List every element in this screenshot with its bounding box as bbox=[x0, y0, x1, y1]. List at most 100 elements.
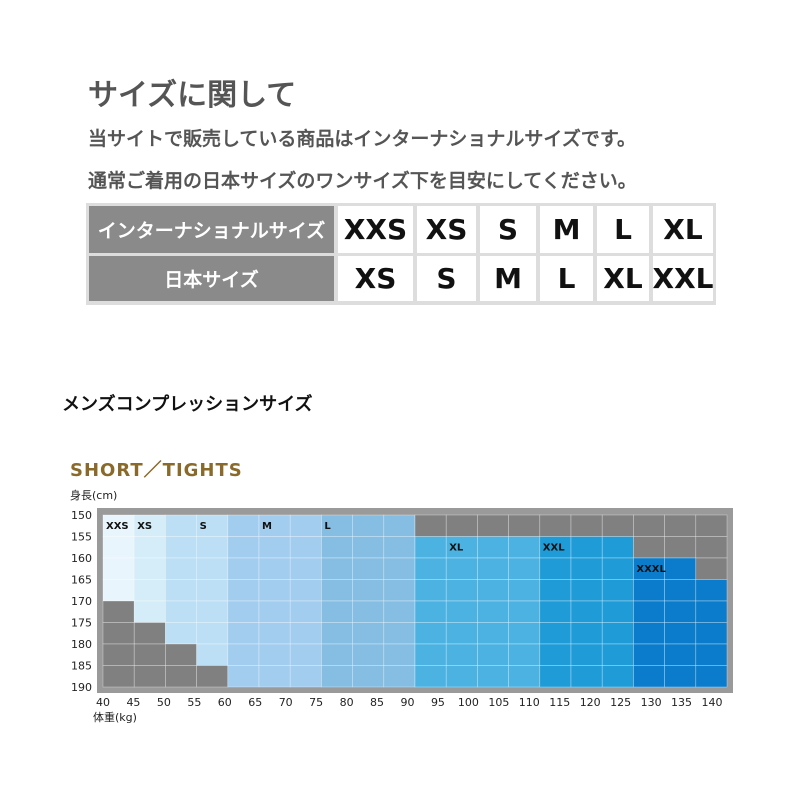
grid-cell bbox=[383, 665, 416, 688]
grid-cell bbox=[352, 643, 385, 666]
note-line: 当サイトで販売している商品はインターナショナルサイズです。 bbox=[88, 128, 636, 150]
grid-cell bbox=[196, 557, 229, 580]
grid-cell bbox=[383, 643, 416, 666]
size-label: XXXL bbox=[636, 564, 666, 575]
grid-cell bbox=[383, 579, 416, 602]
grid-cell bbox=[601, 536, 634, 559]
grid-cell bbox=[258, 665, 291, 688]
grid-cell bbox=[321, 557, 353, 580]
y-tick-label: 155 bbox=[71, 531, 92, 544]
grid-cell bbox=[227, 643, 260, 666]
grid-cell bbox=[695, 622, 728, 645]
grid-cell bbox=[601, 665, 634, 688]
grid-cell bbox=[352, 622, 385, 645]
grid-cell bbox=[196, 536, 229, 559]
grid-cell bbox=[165, 643, 197, 666]
grid-cell bbox=[227, 579, 260, 602]
size-label: XXS bbox=[106, 521, 129, 532]
x-tick-label: 55 bbox=[187, 696, 201, 709]
grid-cell bbox=[133, 579, 166, 602]
y-tick-label: 190 bbox=[71, 681, 92, 694]
size-cell: S bbox=[480, 206, 536, 253]
grid-cell bbox=[445, 622, 478, 645]
y-tick-label: 185 bbox=[71, 660, 92, 673]
grid-cell bbox=[227, 600, 260, 623]
grid-cell bbox=[258, 579, 291, 602]
grid-cell bbox=[321, 622, 353, 645]
x-tick-label: 100 bbox=[458, 696, 479, 709]
grid-cell bbox=[102, 514, 135, 537]
grid-cell bbox=[102, 665, 135, 688]
grid-cell bbox=[102, 622, 135, 645]
grid-cell bbox=[289, 643, 322, 666]
grid-cell bbox=[196, 514, 229, 537]
grid-cell bbox=[165, 622, 197, 645]
grid-frame bbox=[97, 508, 733, 693]
grid-cell bbox=[633, 536, 665, 559]
grid-cell bbox=[289, 600, 322, 623]
size-cell: XS bbox=[338, 256, 413, 301]
grid-cell bbox=[227, 514, 260, 537]
size-label: XS bbox=[137, 521, 152, 532]
grid-cell bbox=[352, 600, 385, 623]
grid-cell bbox=[477, 600, 509, 623]
title: サイズに関して bbox=[88, 78, 297, 113]
grid-cell bbox=[695, 557, 728, 580]
grid-cell bbox=[383, 514, 416, 537]
grid-cell bbox=[664, 665, 697, 688]
grid-cell bbox=[445, 557, 478, 580]
grid-cell bbox=[227, 536, 260, 559]
grid-cell bbox=[570, 643, 603, 666]
grid-cell bbox=[570, 600, 603, 623]
grid-cell bbox=[539, 665, 572, 688]
grid-cell bbox=[102, 557, 135, 580]
grid-cell bbox=[196, 579, 229, 602]
x-tick-label: 75 bbox=[309, 696, 323, 709]
grid-cell bbox=[664, 622, 697, 645]
grid-cell bbox=[477, 514, 509, 537]
grid-cell bbox=[133, 622, 166, 645]
size-label: S bbox=[200, 521, 207, 532]
grid-cell bbox=[102, 579, 135, 602]
x-tick-label: 125 bbox=[610, 696, 631, 709]
grid-cell bbox=[321, 536, 353, 559]
grid-cell bbox=[289, 557, 322, 580]
size-cell: L bbox=[540, 256, 593, 301]
grid-cell bbox=[570, 536, 603, 559]
grid-cell bbox=[321, 514, 353, 537]
size-cell: L bbox=[597, 206, 649, 253]
grid-cell bbox=[570, 514, 603, 537]
grid-cell bbox=[383, 600, 416, 623]
x-tick-label: 110 bbox=[519, 696, 540, 709]
grid-cell bbox=[508, 665, 541, 688]
grid-cell bbox=[633, 557, 665, 580]
x-tick-label: 45 bbox=[126, 696, 140, 709]
size-cell: XXL bbox=[652, 256, 714, 301]
grid-cell bbox=[289, 579, 322, 602]
grid-cell bbox=[196, 600, 229, 623]
grid-cell bbox=[258, 536, 291, 559]
grid-cell bbox=[383, 536, 416, 559]
y-axis-label: 身長(cm) bbox=[70, 488, 117, 502]
grid-cell bbox=[633, 622, 665, 645]
grid-cell bbox=[133, 514, 166, 537]
grid-cell bbox=[570, 557, 603, 580]
grid-cell bbox=[664, 600, 697, 623]
grid-cell bbox=[664, 514, 697, 537]
grid-cell bbox=[664, 557, 697, 580]
size-table: インターナショナルサイズ XXS XS S M L XL 日本サイズ XS S M L XL XXL bbox=[86, 203, 716, 305]
grid-cell bbox=[102, 536, 135, 559]
grid-cell bbox=[601, 600, 634, 623]
grid-cell bbox=[601, 579, 634, 602]
grid-cell bbox=[165, 600, 197, 623]
grid-cell bbox=[196, 665, 229, 688]
x-tick-label: 65 bbox=[248, 696, 262, 709]
grid-cell bbox=[508, 600, 541, 623]
grid-cell bbox=[102, 600, 135, 623]
grid-cell bbox=[539, 536, 572, 559]
grid-cell bbox=[289, 622, 322, 645]
grid-cell bbox=[508, 536, 541, 559]
size-label: XXL bbox=[543, 543, 565, 554]
size-label: M bbox=[262, 521, 272, 532]
size-cell: XS bbox=[417, 206, 476, 253]
